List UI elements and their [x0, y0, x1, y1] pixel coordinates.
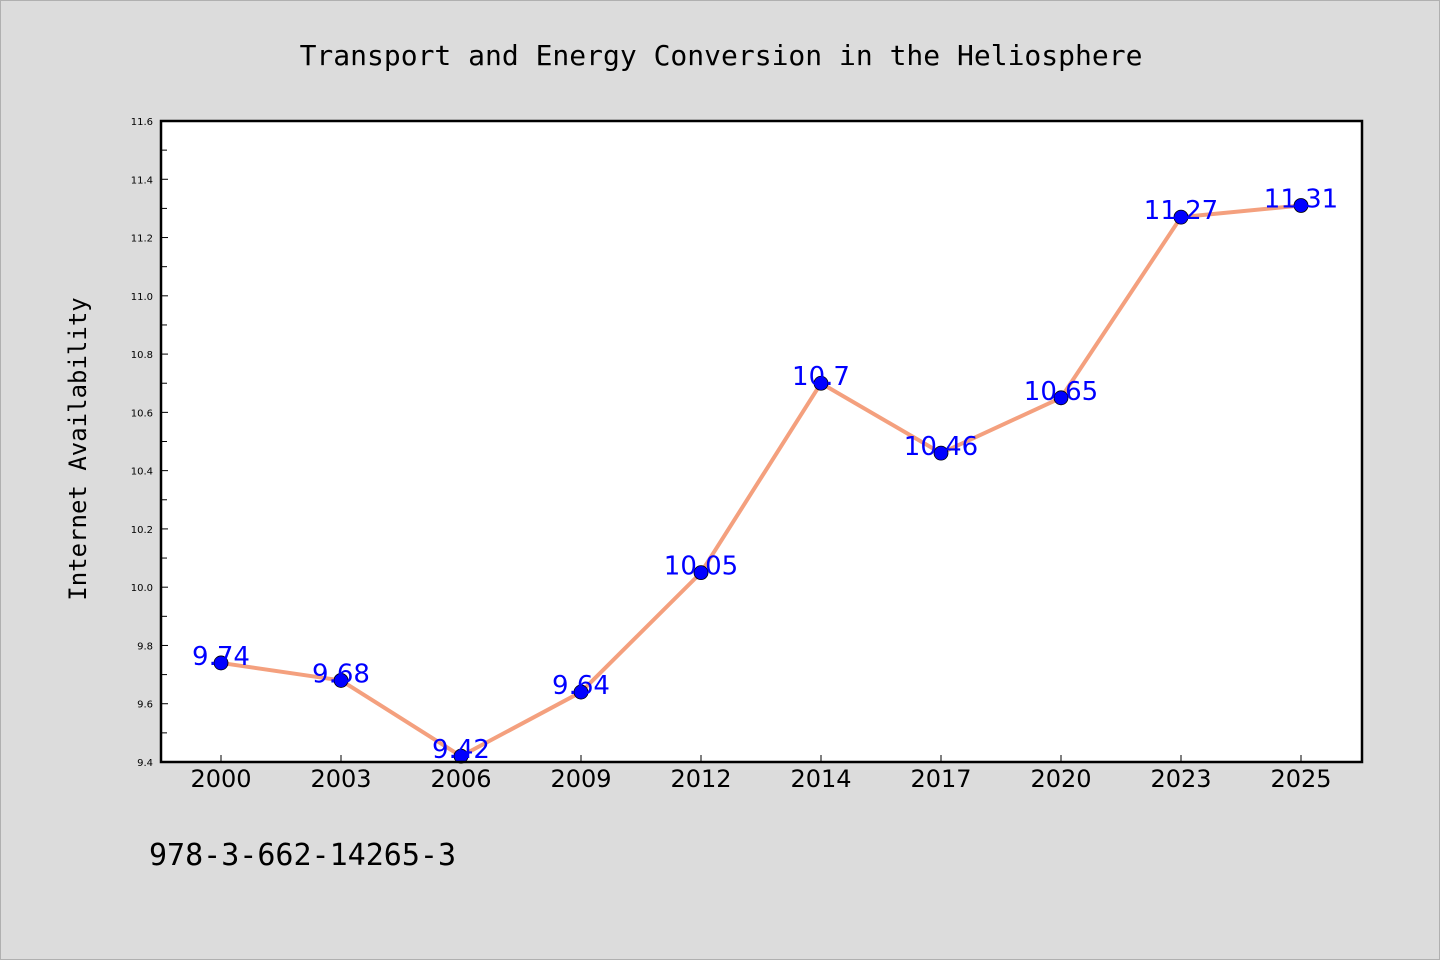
- y-tick-label: 11.2: [131, 234, 153, 245]
- x-tick-label: 2003: [310, 765, 371, 793]
- y-tick-label: 9.8: [137, 641, 153, 652]
- x-tick-label: 2017: [910, 765, 971, 793]
- y-axis-label: Internet Availability: [64, 297, 92, 600]
- x-tick-label: 2020: [1030, 765, 1091, 793]
- data-series: [213, 198, 1309, 764]
- data-label: 11.27: [1144, 196, 1218, 226]
- data-label: 10.05: [664, 552, 738, 582]
- y-tick-label: 11.6: [131, 117, 153, 128]
- data-label: 11.31: [1264, 184, 1338, 214]
- chart-title: Transport and Energy Conversion in the H…: [300, 39, 1143, 72]
- data-labels: 9.74 9.68 9.42 9.64 10.05 10.7 10.46 10.65 11.27…: [192, 184, 1338, 765]
- x-tick-label: 2000: [190, 765, 251, 793]
- x-tick-label: 2006: [430, 765, 491, 793]
- data-label: 10.65: [1024, 377, 1098, 407]
- plot-area: [161, 121, 1362, 762]
- footer-isbn: 978-3-662-14265-3: [149, 838, 456, 873]
- data-point: [1053, 390, 1069, 406]
- data-label: 9.68: [312, 659, 370, 689]
- data-label: 9.64: [552, 671, 610, 701]
- data-label: 9.42: [432, 735, 490, 765]
- x-tick-label: 2012: [670, 765, 731, 793]
- plot-frame: [159, 119, 1364, 764]
- y-tick-label: 10.0: [131, 583, 153, 594]
- y-tick-label: 11.4: [131, 175, 153, 186]
- y-tick-label: 9.6: [137, 700, 153, 711]
- y-tick-label: 9.4: [137, 758, 153, 769]
- data-label: 10.46: [904, 432, 978, 462]
- data-point: [693, 565, 709, 581]
- series-line: [219, 203, 1303, 759]
- x-tick-label: 2025: [1270, 765, 1331, 793]
- y-tick-label: 10.6: [131, 408, 153, 419]
- data-label: 10.7: [792, 362, 850, 392]
- data-point: [1293, 198, 1309, 213]
- y-tick-label: 10.4: [131, 467, 153, 478]
- x-axis-ticks: 2000 2003 2006 2009 2012 2014 2017 2020 2023 2025: [190, 755, 1332, 793]
- y-tick-label: 11.0: [131, 292, 153, 303]
- data-point: [213, 655, 229, 671]
- data-point: [813, 375, 829, 391]
- data-point: [1173, 209, 1189, 225]
- data-point: [933, 445, 949, 461]
- x-tick-label: 2014: [790, 765, 851, 793]
- y-tick-label: 10.2: [131, 525, 153, 536]
- y-tick-label: 10.8: [131, 350, 153, 361]
- x-tick-label: 2023: [1150, 765, 1211, 793]
- data-point: [333, 673, 349, 688]
- data-label: 9.74: [192, 642, 250, 672]
- x-tick-label: 2009: [550, 765, 611, 793]
- data-point: [573, 684, 589, 700]
